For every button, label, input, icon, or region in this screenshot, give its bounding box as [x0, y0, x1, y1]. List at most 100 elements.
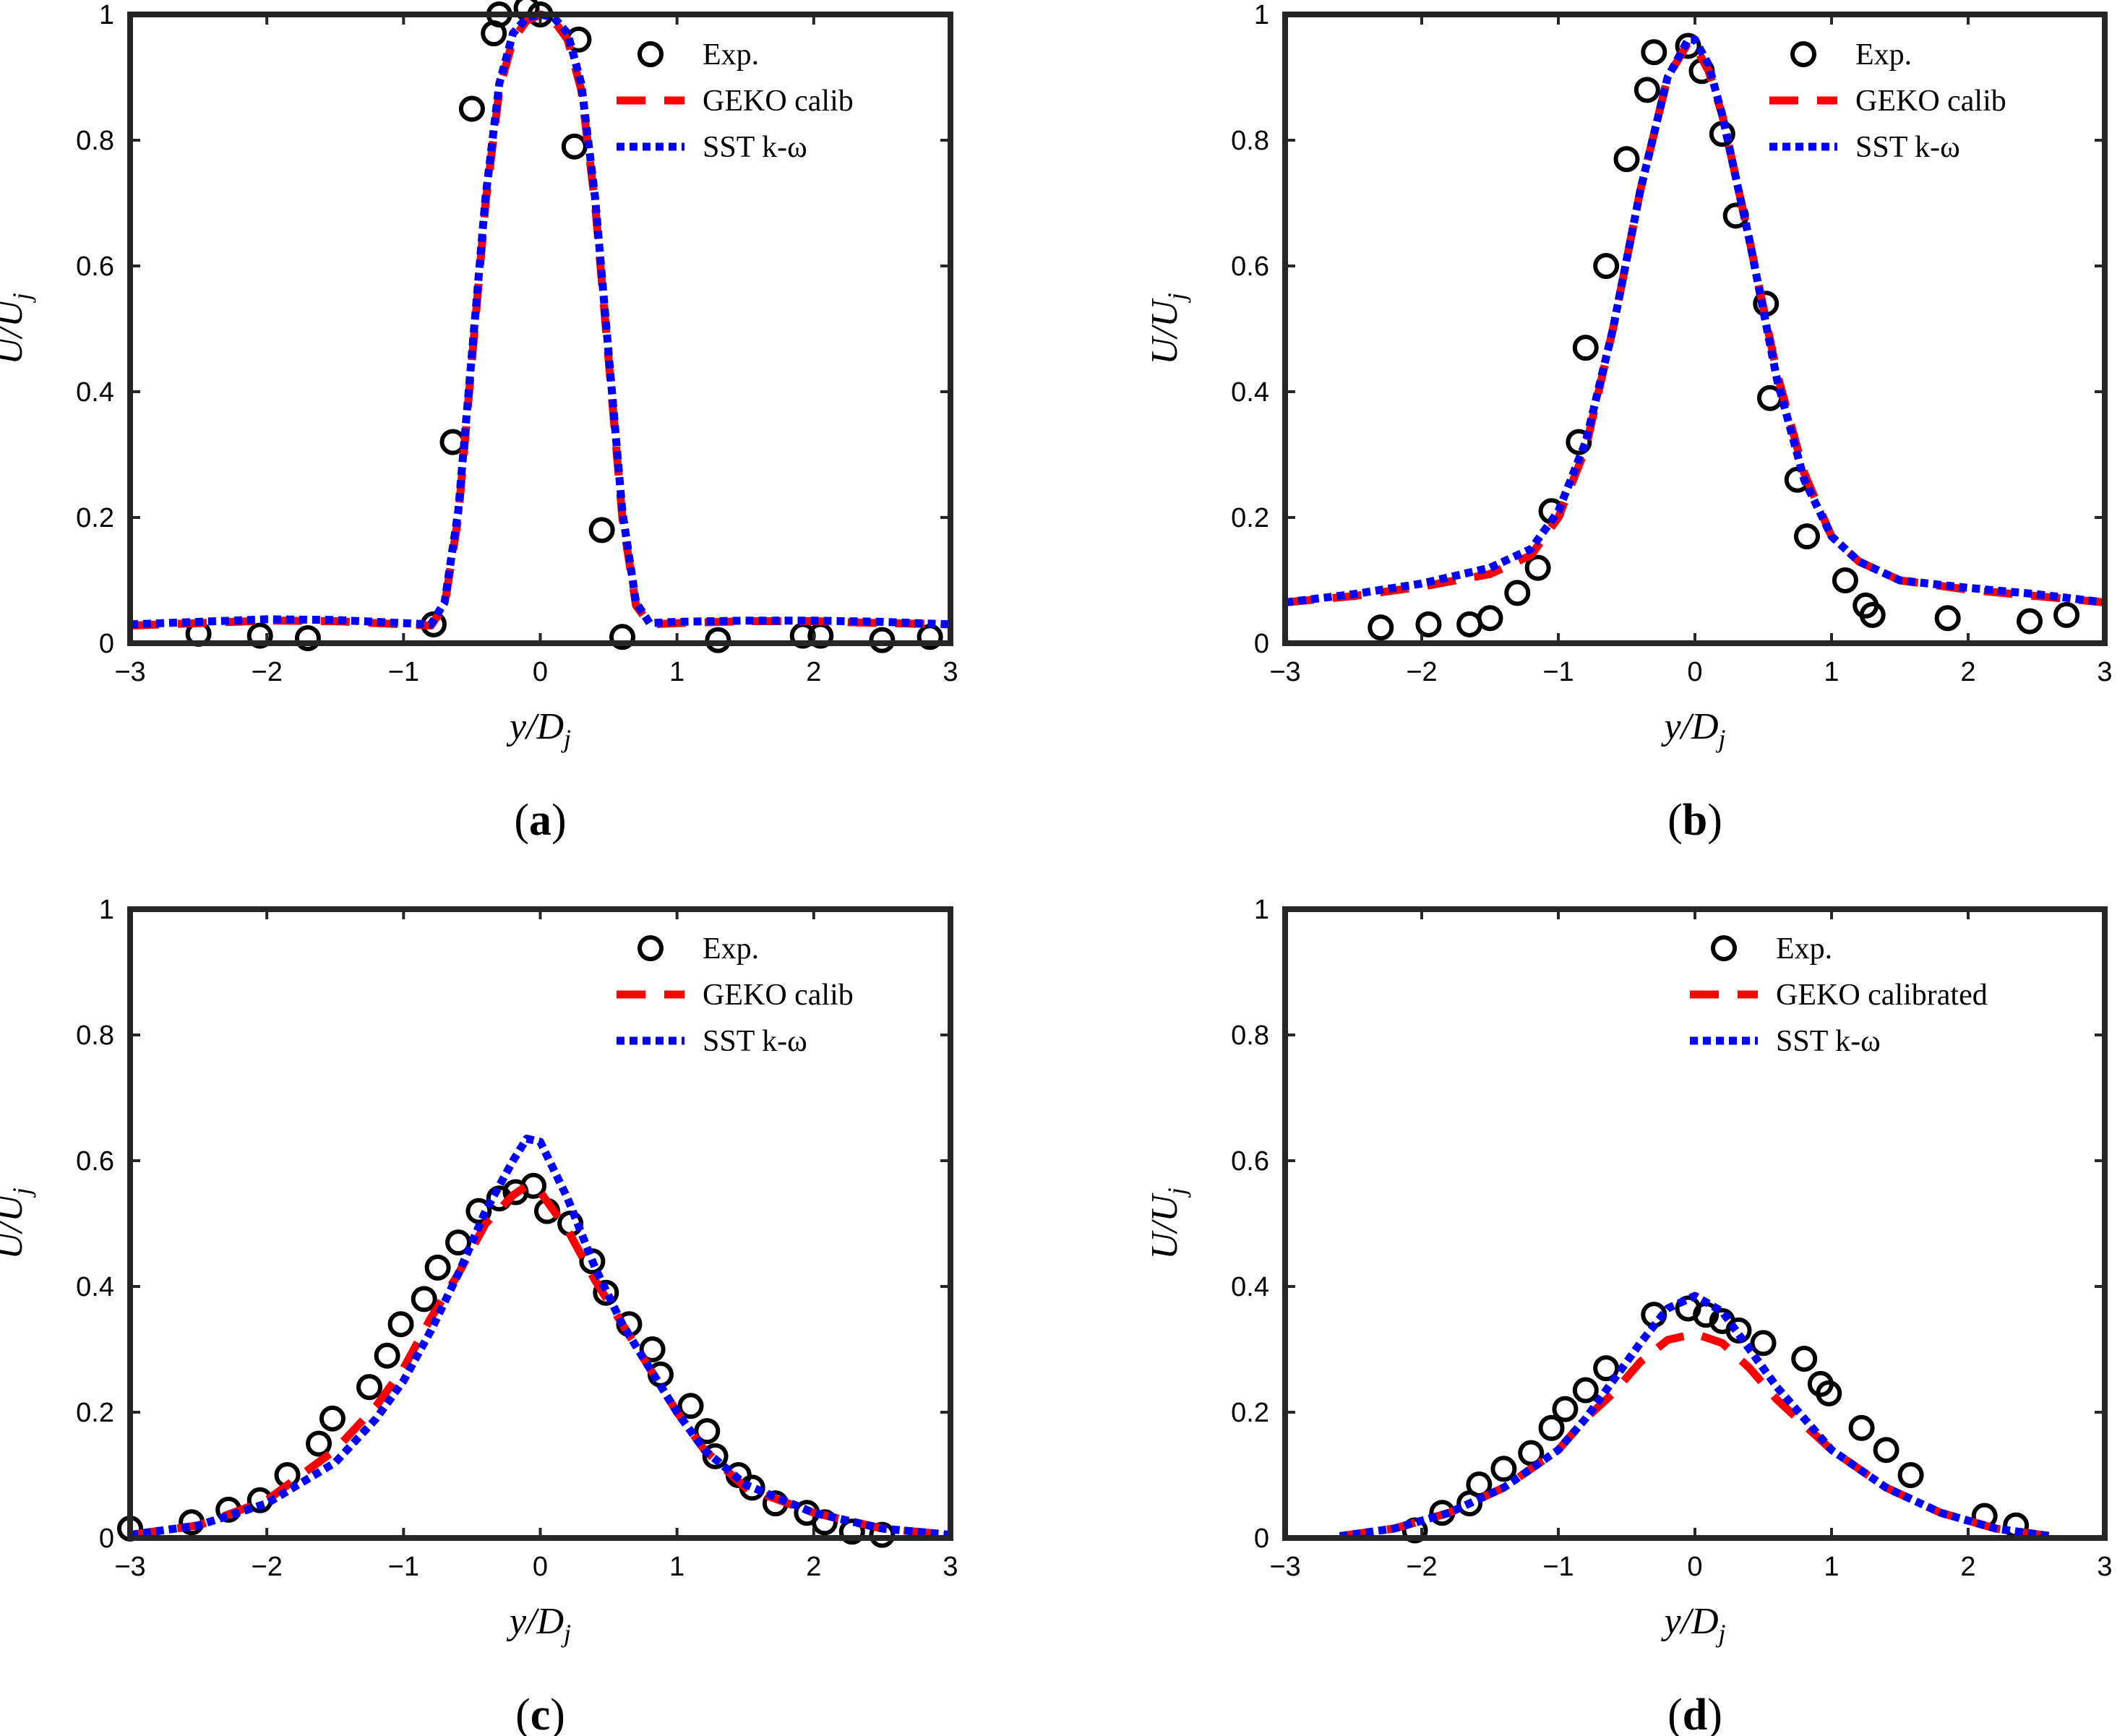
y-axis-label-subscript: j [7, 293, 36, 303]
exp-data-point [1538, 1414, 1565, 1441]
exp-data-point [1593, 253, 1620, 279]
exp-data-point [1401, 1517, 1428, 1544]
x-tick-label: −2 [252, 657, 283, 687]
x-tick-label: 3 [943, 657, 958, 687]
sst-curve [1339, 1292, 2051, 1539]
exp-data-point [1934, 605, 1961, 632]
exp-data-point [1504, 580, 1531, 606]
sst-curve [130, 1135, 950, 1539]
legend-marker-circle [1711, 935, 1737, 961]
exp-data-point [1477, 605, 1503, 632]
x-tick-label: 2 [1960, 1552, 1975, 1582]
exp-data-point [1791, 1346, 1818, 1372]
exp-data-point [1816, 1380, 1842, 1406]
y-tick-label: 0.2 [76, 503, 114, 533]
exp-data-point [1725, 1317, 1752, 1344]
exp-data-point [356, 1374, 383, 1401]
x-tick-label: 0 [1687, 657, 1702, 687]
geko-curve [130, 1182, 950, 1539]
legend-label: GEKO calib [703, 85, 854, 118]
x-tick-label: −1 [1542, 1552, 1574, 1582]
exp-data-point [1566, 429, 1592, 455]
y-tick-label: 0 [99, 1524, 114, 1554]
x-axis-label-subscript: j [561, 724, 571, 753]
exp-data-point [1415, 611, 1442, 637]
y-axis-label-subscript: j [1162, 1187, 1191, 1198]
y-tick-label: 1 [99, 0, 114, 30]
x-tick-label: 2 [1960, 657, 1975, 687]
y-tick-label: 0.6 [1231, 252, 1269, 282]
legend-label: GEKO calib [703, 979, 854, 1012]
chart-panel-b: −3 −2 −1 0 1 2 3 0 0.2 0.4 0.6 0.8 1 y/Dj U/Uj Exp. GEKO… [1144, 0, 2113, 845]
legend-marker-circle [1790, 41, 1816, 67]
exp-data-point [702, 1443, 729, 1469]
y-tick-label: 1 [1254, 0, 1269, 30]
exp-data-point [246, 622, 273, 649]
exp-data-point [1368, 614, 1394, 641]
x-tick-label: −1 [1542, 657, 1574, 687]
legend-label: Exp. [1855, 38, 1912, 72]
legend-label: Exp. [1776, 932, 1832, 966]
panel-caption: (c) [515, 1690, 565, 1736]
x-tick-label: 0 [1687, 1552, 1702, 1582]
exp-data-point [1897, 1462, 1924, 1488]
exp-data-point [1552, 1396, 1579, 1422]
x-axis-label-subscript: j [1716, 1619, 1726, 1648]
y-tick-label: 0.6 [76, 1146, 114, 1177]
exp-data-point [869, 627, 896, 653]
exp-data-point [1593, 1355, 1620, 1382]
exp-data-point [1848, 1414, 1875, 1441]
exp-data-point [1793, 523, 1820, 550]
geko-curve [1339, 1329, 2051, 1539]
exp-data-point [838, 1518, 865, 1545]
legend-marker-circle [638, 935, 664, 961]
exp-data-point [1859, 601, 1886, 628]
y-axis-label: U/Uj [1144, 293, 1191, 365]
exp-data-point [639, 1336, 666, 1362]
y-tick-label: 0.8 [76, 126, 114, 156]
exp-data-point [561, 133, 588, 160]
x-tick-label: 1 [669, 1552, 684, 1582]
caption-paren: ( [514, 796, 529, 845]
y-tick-label: 0.4 [76, 377, 114, 408]
x-tick-label: 0 [533, 1552, 548, 1582]
legend-label: SST k-ω [1776, 1025, 1881, 1058]
y-tick-label: 0.2 [76, 1398, 114, 1428]
x-tick-label: 2 [806, 657, 821, 687]
x-tick-label: 1 [1824, 1552, 1839, 1582]
caption-paren: ( [1667, 1690, 1683, 1736]
exp-data-point [677, 1393, 704, 1419]
y-tick-label: 0.2 [1231, 1398, 1269, 1428]
legend-label: SST k-ω [703, 131, 807, 164]
x-tick-label: 1 [1824, 657, 1839, 687]
exp-data-point [869, 1521, 896, 1548]
exp-data-point [1518, 1440, 1545, 1466]
x-axis-label: y/Dj [506, 1601, 571, 1648]
exp-data-point [1641, 39, 1667, 66]
geko-curve [1285, 38, 2105, 606]
y-tick-label: 0.8 [1231, 126, 1269, 156]
exp-data-point [1524, 554, 1551, 581]
y-tick-label: 1 [99, 895, 114, 925]
exp-data-point [694, 1418, 721, 1445]
chart-panel-a: −3 −2 −1 0 1 2 3 0 0.2 0.4 0.6 0.8 1 y/Dj U/Uj Exp. GEKO… [0, 0, 958, 845]
y-tick-label: 0.6 [76, 252, 114, 282]
legend-label: SST k-ω [1855, 131, 1960, 164]
legend-marker-circle [638, 41, 664, 67]
exp-data-point [294, 625, 321, 652]
y-tick-label: 0.8 [76, 1020, 114, 1051]
exp-data-point [319, 1405, 345, 1432]
chart-panel-c: −3 −2 −1 0 1 2 3 0 0.2 0.4 0.6 0.8 1 y/Dj U/Uj Exp. GEKO… [0, 895, 958, 1736]
x-axis-label-subscript: j [561, 1619, 571, 1648]
caption-letter: b [1683, 796, 1707, 845]
y-tick-label: 0.6 [1231, 1146, 1269, 1177]
exp-data-point [1832, 567, 1858, 593]
legend-label: Exp. [703, 38, 759, 72]
y-axis-label: U/Uj [0, 293, 36, 365]
legend-label: GEKO calibrated [1776, 979, 1988, 1012]
x-tick-label: 3 [2097, 657, 2112, 687]
x-tick-label: −1 [388, 1552, 419, 1582]
x-axis-label: y/Dj [1660, 1601, 1725, 1648]
exp-data-point [445, 1229, 471, 1256]
exp-data-point [1634, 77, 1660, 103]
